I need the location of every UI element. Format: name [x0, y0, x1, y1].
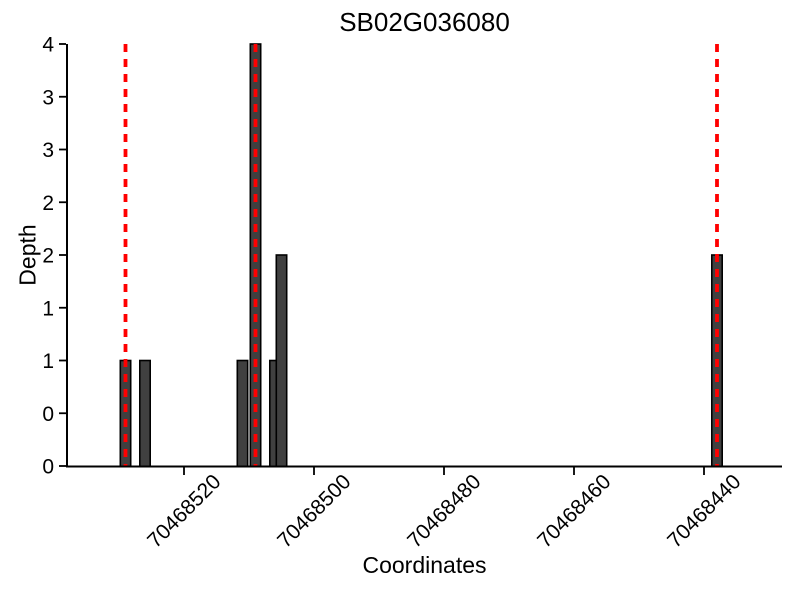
x-tick-label: 70468520: [143, 470, 225, 552]
y-tick-label: 1: [42, 297, 54, 320]
x-tick-label: 70468480: [403, 470, 485, 552]
x-ticks-group: 70468520 70468500 70468480 70468460 70468440: [143, 467, 746, 553]
x-axis-label: Coordinates: [362, 552, 487, 578]
y-tick-label: 3: [42, 139, 54, 162]
y-tick-label: 4: [42, 34, 54, 57]
depth-bar: [139, 359, 152, 468]
depth-bar: [275, 254, 288, 468]
x-tick-label: 70468500: [273, 470, 355, 552]
y-tick-label: 2: [42, 192, 54, 215]
y-tick-label: 1: [42, 350, 54, 373]
x-tick-label: 70468440: [663, 470, 745, 552]
marker-lines-group: [123, 44, 719, 466]
chart-title: SB02G036080: [339, 7, 510, 37]
x-tick-label: 70468460: [533, 470, 615, 552]
depth-bar: [236, 359, 249, 468]
y-tick-label: 0: [42, 456, 54, 479]
axes-group: [66, 44, 782, 468]
y-ticks-group: 0 0 1 1 2 2 3 3 4: [42, 34, 66, 479]
y-tick-label: 2: [42, 245, 54, 268]
bars-group: [119, 43, 723, 468]
y-tick-label: 3: [42, 86, 54, 109]
y-tick-label: 0: [42, 403, 54, 426]
